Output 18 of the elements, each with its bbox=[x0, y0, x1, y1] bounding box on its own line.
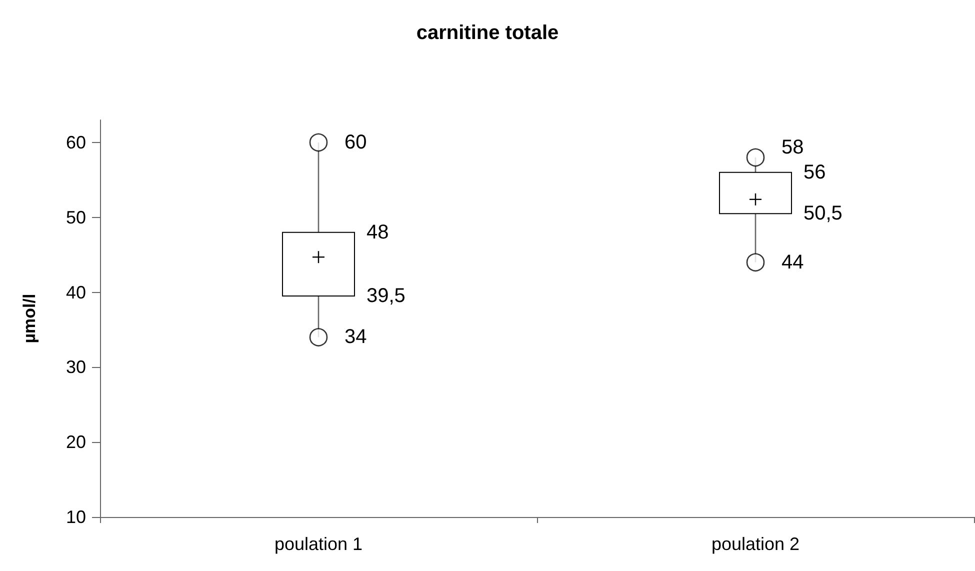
y-tick-label: 10 bbox=[66, 507, 86, 527]
x-tick-label: poulation 2 bbox=[711, 534, 800, 554]
y-tick-label: 40 bbox=[66, 282, 86, 302]
annotation: 58 bbox=[782, 136, 804, 158]
annotation: 60 bbox=[344, 131, 367, 154]
annotation: 50,5 bbox=[804, 202, 842, 225]
y-tick-label: 50 bbox=[66, 207, 86, 228]
annotation: 39,5 bbox=[366, 285, 406, 308]
y-axis-title: µmol/l bbox=[20, 294, 39, 344]
annotation: 48 bbox=[366, 221, 389, 244]
x-tick-label: poulation 1 bbox=[274, 534, 363, 554]
y-tick-label: 20 bbox=[66, 432, 86, 452]
y-tick-label: 30 bbox=[66, 357, 86, 378]
chart-title: carnitine totale bbox=[416, 22, 559, 44]
annotation: 56 bbox=[804, 161, 826, 184]
annotation: 44 bbox=[782, 251, 804, 274]
y-tick-label: 60 bbox=[66, 132, 86, 152]
annotation: 34 bbox=[344, 326, 367, 348]
